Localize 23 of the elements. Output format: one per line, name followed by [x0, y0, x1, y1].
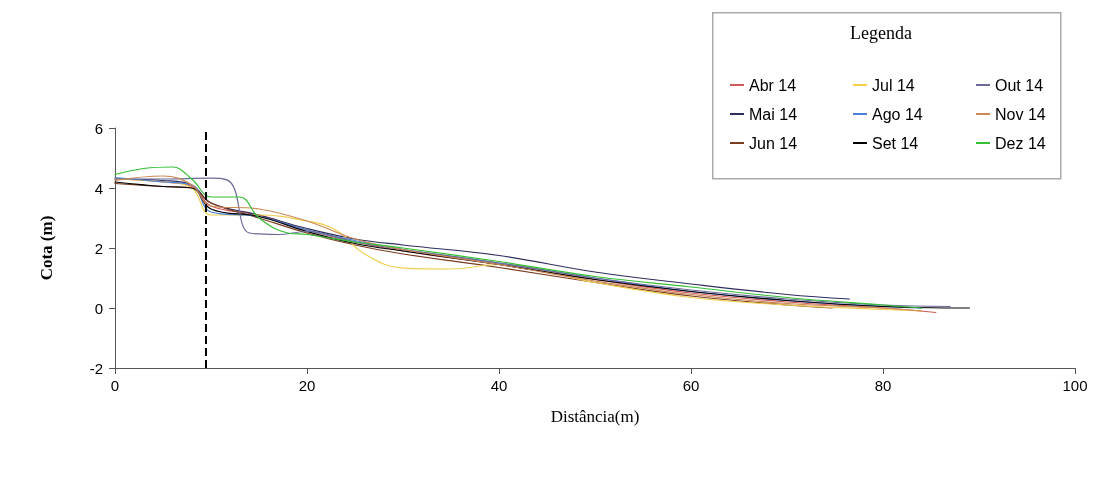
y-tick-label: 4 — [94, 179, 103, 197]
x-tick-label: 60 — [682, 377, 700, 394]
legend-title: Legenda — [850, 23, 912, 43]
legend-label: Jun 14 — [749, 134, 798, 152]
legend-label: Ago 14 — [872, 105, 923, 123]
y-tick-label: 2 — [94, 239, 103, 257]
y-tick-label: 6 — [94, 119, 103, 137]
x-tick-label: 40 — [490, 377, 508, 394]
x-tick-label: 0 — [110, 377, 120, 394]
legend-label: Out 14 — [995, 76, 1044, 94]
x-tick-label: 80 — [874, 377, 892, 394]
legend-label: Dez 14 — [995, 134, 1046, 152]
legend-label: Jul 14 — [872, 76, 915, 94]
x-axis-title: Distância(m) — [550, 407, 640, 426]
y-axis-title: Cota (m) — [37, 215, 56, 281]
legend-label: Abr 14 — [749, 76, 797, 94]
x-tick-label: 100 — [1062, 377, 1088, 394]
legend-label: Set 14 — [872, 134, 919, 152]
legend-label: Nov 14 — [995, 105, 1046, 123]
y-tick-label: -2 — [89, 359, 103, 377]
y-tick-label: 0 — [94, 299, 103, 317]
legend-label: Mai 14 — [749, 105, 798, 123]
x-tick-label: 20 — [298, 377, 316, 394]
